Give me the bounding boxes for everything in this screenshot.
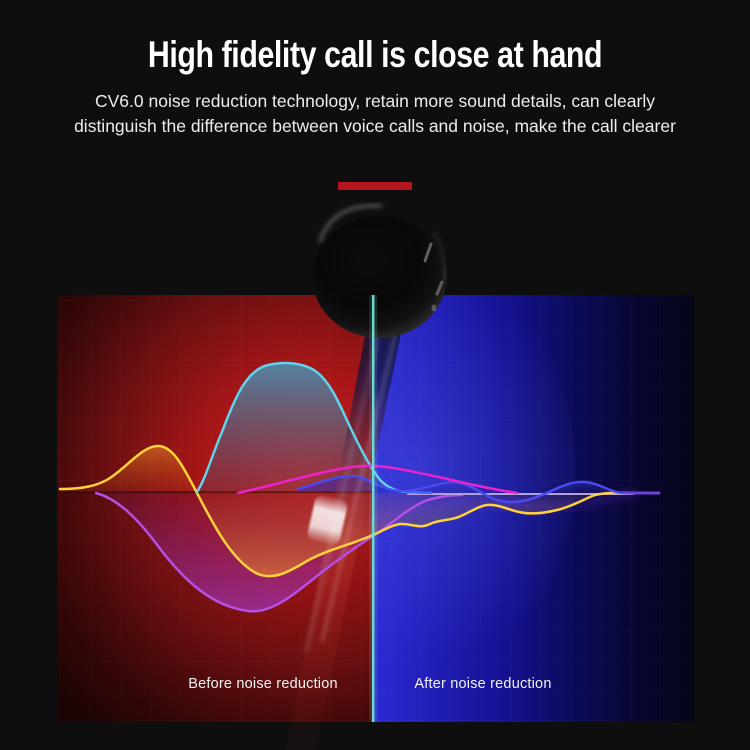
before-label: Before noise reduction bbox=[188, 676, 338, 692]
head-side-highlight bbox=[431, 231, 447, 282]
divider bbox=[369, 295, 378, 722]
speaker-dot bbox=[431, 304, 437, 312]
yellow-wave bbox=[58, 444, 643, 578]
purple-wave bbox=[94, 491, 464, 613]
divider-line bbox=[372, 295, 375, 722]
cyan-wave bbox=[195, 361, 409, 494]
blue-dash bbox=[405, 490, 433, 495]
speaker-slit-1 bbox=[423, 242, 433, 263]
subheadline-line1: CV6.0 noise reduction technology, retain… bbox=[95, 91, 655, 111]
stem-edge-highlight bbox=[320, 297, 406, 643]
blue-wave bbox=[296, 474, 628, 504]
head-top-highlight bbox=[318, 203, 383, 243]
earbud-head bbox=[312, 203, 447, 338]
accent-bar bbox=[338, 182, 412, 190]
subheadline: CV6.0 noise reduction technology, retain… bbox=[0, 89, 750, 139]
speaker-slit-2 bbox=[435, 280, 444, 296]
magenta-wave bbox=[236, 464, 519, 495]
wave-lines bbox=[58, 361, 661, 613]
right-blue-fill bbox=[408, 481, 626, 503]
after-label: After noise reduction bbox=[414, 676, 552, 692]
subheadline-line2: distinguish the difference between voice… bbox=[74, 116, 676, 136]
yellow-hump-fill bbox=[60, 445, 197, 493]
headline: High fidelity call is close at hand bbox=[147, 34, 603, 75]
stem-specular-highlight bbox=[307, 495, 348, 545]
right-waves-glow bbox=[368, 489, 638, 525]
